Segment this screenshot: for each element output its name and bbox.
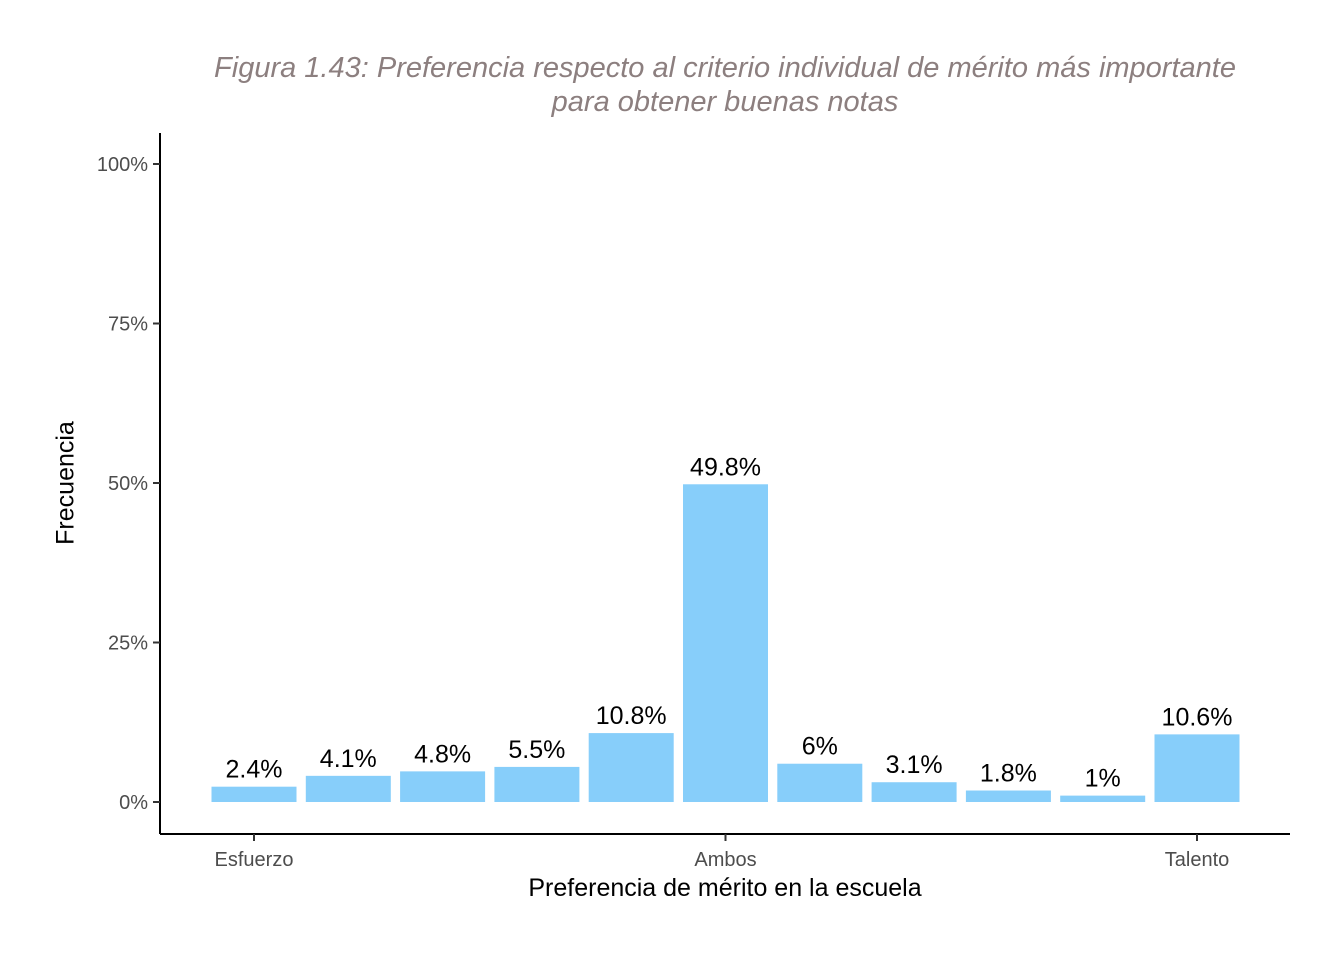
bar: [871, 782, 957, 802]
x-tick-label: Ambos: [694, 849, 756, 871]
y-tick-label: 75%: [108, 314, 148, 336]
bar-value-label: 10.6%: [1162, 703, 1233, 731]
bar-value-label: 2.4%: [226, 756, 283, 784]
bar-value-label: 1%: [1085, 765, 1121, 793]
bar-value-label: 49.8%: [690, 453, 761, 481]
bar: [777, 763, 863, 802]
y-tick-label: 50%: [108, 473, 148, 495]
chart-title-line-2: para obtener buenas notas: [551, 86, 899, 118]
bar-value-label: 3.1%: [886, 751, 943, 779]
x-axis-title: Preferencia de mérito en la escuela: [528, 874, 922, 902]
bar: [1154, 734, 1240, 802]
bar-value-label: 4.1%: [320, 745, 377, 773]
bar: [1060, 795, 1146, 802]
bar-value-label: 10.8%: [596, 702, 667, 730]
bar-value-label: 5.5%: [508, 736, 565, 764]
chart-title-line-1: Figura 1.43: Preferencia respecto al cri…: [214, 52, 1236, 84]
x-tick-label: Talento: [1165, 849, 1230, 871]
bar: [588, 733, 674, 802]
bar-value-label: 1.8%: [980, 760, 1037, 788]
bar: [494, 766, 580, 802]
y-tick-label: 0%: [119, 792, 148, 814]
bar-value-label: 6%: [802, 733, 838, 761]
x-tick-label: Esfuerzo: [215, 849, 294, 871]
y-tick-label: 100%: [97, 154, 148, 176]
y-tick-label: 25%: [108, 633, 148, 655]
bar: [965, 790, 1051, 802]
bar: [305, 775, 391, 802]
bar-value-label: 4.8%: [414, 740, 471, 768]
bar: [211, 786, 297, 802]
bar: [400, 771, 486, 802]
bar: [683, 484, 768, 802]
